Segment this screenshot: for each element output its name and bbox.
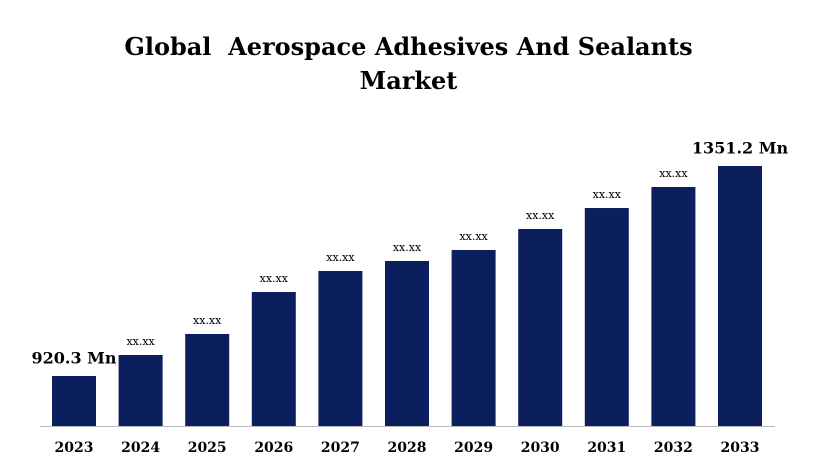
value-label: 920.3 Mn [31,349,116,368]
x-tick-label: 2026 [254,440,293,456]
x-tick-label: 2024 [121,440,160,456]
bar [718,166,762,426]
bar [518,229,563,426]
x-tick-label: 2028 [388,440,427,456]
bar [185,333,230,426]
x-tick-label: 2027 [321,440,360,456]
value-label: xx.xx [126,335,155,348]
value-label: xx.xx [193,314,222,327]
bar [251,291,296,426]
chart-title: Global Aerospace Adhesives And Sealants … [124,32,702,95]
bar [584,208,629,426]
value-label: xx.xx [260,272,289,285]
x-tick-label: 2033 [721,440,760,456]
value-label: xx.xx [326,251,355,264]
bar [451,249,496,426]
bar [118,354,163,426]
bar [385,260,429,426]
bar [52,376,96,426]
x-tick-label: 2032 [654,440,693,456]
x-tick-label: 2029 [454,440,493,456]
x-tick-label: 2030 [521,440,560,456]
bar [651,187,696,426]
x-tick-label: 2025 [188,440,227,456]
bar [318,270,363,426]
value-label: xx.xx [526,209,555,222]
x-tick-label: 2031 [587,440,626,456]
title-box: Global Aerospace Adhesives And Sealants … [0,30,817,98]
value-label: xx.xx [659,167,688,180]
value-label: xx.xx [459,230,488,243]
value-label: xx.xx [593,188,622,201]
value-label: xx.xx [393,241,422,254]
value-label: 1351.2 Mn [692,139,789,158]
x-tick-label: 2023 [55,440,94,456]
